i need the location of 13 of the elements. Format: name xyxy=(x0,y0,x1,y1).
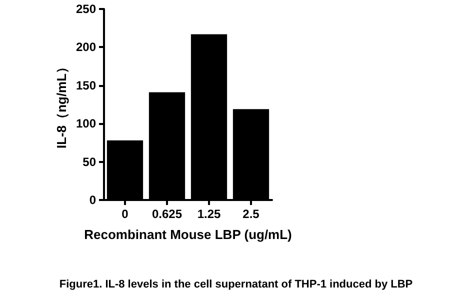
x-tick-label: 0.625 xyxy=(152,207,182,221)
y-axis-title: IL-8（ng/mL） xyxy=(54,60,69,149)
x-tick-label: 0 xyxy=(122,207,129,221)
caption: Figure1. IL-8 levels in the cell supernatant of THP-1 induced by LBP xyxy=(59,278,413,290)
y-tick-label: 150 xyxy=(76,78,96,92)
y-tick-label: 200 xyxy=(76,40,96,54)
x-axis-title: Recombinant Mouse LBP (ug/mL) xyxy=(84,227,292,242)
y-tick-label: 100 xyxy=(76,116,96,131)
y-tick-label: 0 xyxy=(89,193,96,207)
x-tick-label: 2.5 xyxy=(242,207,260,221)
y-tick-label: 50 xyxy=(82,154,96,169)
x-tick-label: 1.25 xyxy=(197,207,221,221)
y-tick-label: 250 xyxy=(76,2,96,16)
